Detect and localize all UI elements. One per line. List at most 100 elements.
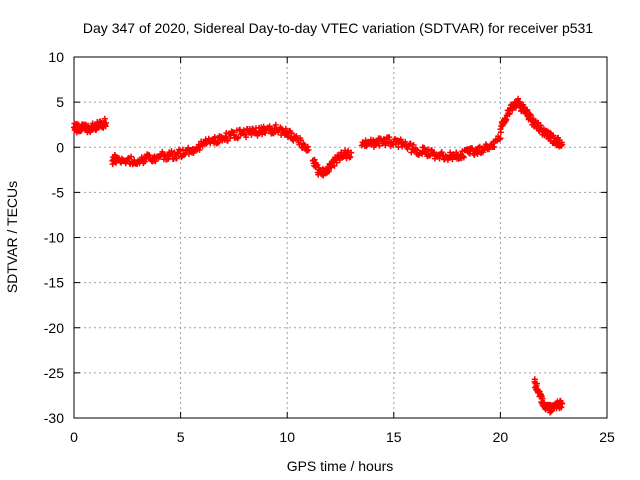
data-marker <box>333 159 340 166</box>
data-marker <box>368 140 375 147</box>
data-marker <box>230 129 237 136</box>
data-marker <box>496 136 503 143</box>
data-marker <box>345 147 352 154</box>
series-5 <box>531 376 566 416</box>
data-marker <box>196 146 203 153</box>
data-marker <box>262 130 269 137</box>
data-marker <box>173 155 180 162</box>
data-marker <box>240 127 247 134</box>
data-marker <box>304 143 311 150</box>
y-tick-label: -15 <box>44 275 64 291</box>
data-marker <box>146 152 153 159</box>
data-marker <box>408 149 415 156</box>
x-axis-label: GPS time / hours <box>287 458 394 474</box>
data-marker <box>380 135 387 142</box>
data-marker <box>128 153 135 160</box>
grid-layer <box>74 57 607 418</box>
y-tick-label: -10 <box>44 230 64 246</box>
series-3 <box>358 133 504 164</box>
data-marker <box>141 158 148 165</box>
x-tick-label: 20 <box>493 429 509 445</box>
data-marker <box>199 142 206 149</box>
data-marker <box>552 138 559 145</box>
x-tick-label: 15 <box>386 429 402 445</box>
y-tick-label: -25 <box>44 365 64 381</box>
data-marker <box>495 133 502 140</box>
data-marker <box>181 151 188 158</box>
data-marker <box>447 149 454 156</box>
data-marker <box>314 162 321 169</box>
data-marker <box>328 164 335 171</box>
data-marker <box>101 115 108 122</box>
y-axis-label: SDTVAR / TECUs <box>4 181 20 293</box>
data-marker <box>222 133 229 140</box>
data-marker <box>336 156 343 163</box>
data-marker <box>515 95 522 102</box>
data-marker <box>185 151 192 158</box>
data-marker <box>539 395 546 402</box>
data-marker <box>422 147 429 154</box>
data-marker <box>397 136 404 143</box>
data-marker <box>453 149 460 156</box>
data-marker <box>297 137 304 144</box>
tick-layer: 0 5 10 15 20 25 10 5 0 -5 -10 -15 -20 -25 -30 <box>44 49 615 445</box>
data-marker <box>282 125 289 132</box>
data-marker <box>248 131 255 138</box>
data-marker <box>290 137 297 144</box>
y-tick-label: 5 <box>56 94 64 110</box>
chart-title: Day 347 of 2020, Sidereal Day-to-day VTE… <box>83 20 593 36</box>
y-tick-label: -5 <box>52 184 65 200</box>
data-marker <box>338 149 345 156</box>
x-tick-label: 25 <box>599 429 615 445</box>
series-4 <box>497 95 566 150</box>
data-marker <box>215 139 222 146</box>
data-marker <box>558 139 565 146</box>
data-marker <box>460 154 467 161</box>
data-marker <box>407 140 414 147</box>
x-tick-label: 5 <box>177 429 185 445</box>
data-marker <box>491 144 498 151</box>
data-marker <box>503 116 510 123</box>
data-marker <box>431 149 438 156</box>
data-marker <box>474 151 481 158</box>
data-marker <box>303 146 310 153</box>
data-marker <box>421 144 428 151</box>
data-marker <box>485 146 492 153</box>
y-tick-label: -20 <box>44 320 64 336</box>
series-2 <box>309 147 355 179</box>
data-marker <box>558 400 565 407</box>
y-tick-label: 10 <box>48 49 64 65</box>
data-marker <box>288 130 295 137</box>
data-marker <box>438 149 445 156</box>
data-marker <box>471 151 478 158</box>
x-tick-label: 0 <box>70 429 78 445</box>
series-1 <box>109 121 312 168</box>
data-marker <box>524 107 531 114</box>
data-marker <box>331 162 338 169</box>
data-marker <box>376 142 383 149</box>
x-tick-label: 10 <box>279 429 295 445</box>
data-marker <box>425 146 432 153</box>
data-marker <box>410 142 417 149</box>
data-marker <box>152 158 159 165</box>
data-marker <box>379 140 386 147</box>
data-marker <box>271 125 278 132</box>
data-marker <box>168 148 175 155</box>
data-marker <box>497 129 504 136</box>
data-marker <box>382 142 389 149</box>
data-marker <box>243 134 250 141</box>
y-tick-label: -30 <box>44 410 64 426</box>
y-tick-label: 0 <box>56 139 64 155</box>
data-layer <box>71 95 566 416</box>
data-marker <box>102 123 109 130</box>
data-marker <box>303 147 310 154</box>
series-0 <box>71 115 109 136</box>
data-marker <box>527 112 534 119</box>
data-marker <box>533 380 540 387</box>
data-marker <box>272 121 279 128</box>
data-marker <box>176 147 183 154</box>
data-marker <box>234 135 241 142</box>
data-marker <box>386 134 393 141</box>
data-marker <box>347 154 354 161</box>
